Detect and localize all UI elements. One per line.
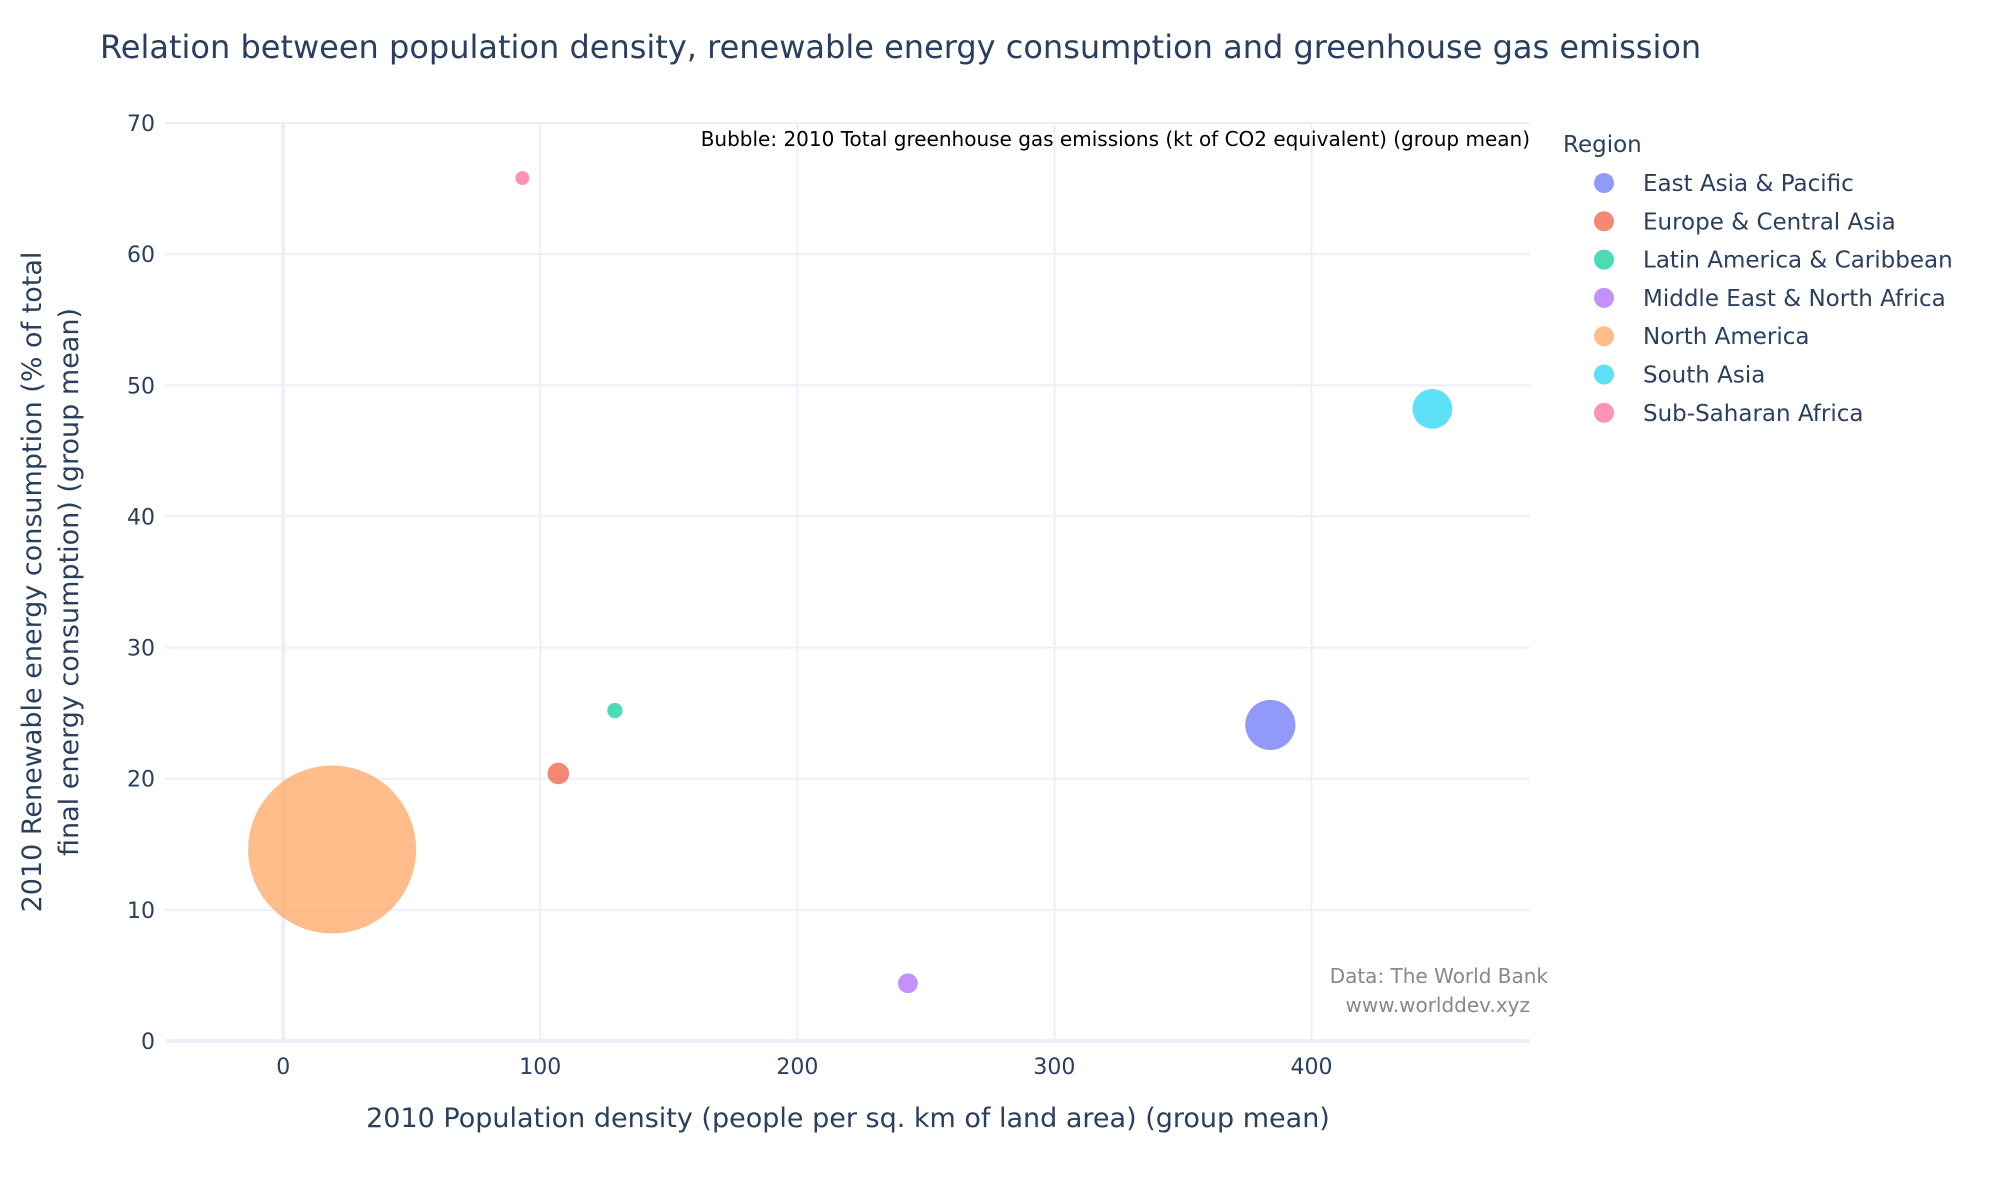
y-tick-label: 30 [127, 637, 155, 662]
tick-labels: 0 10 20 30 40 50 60 70 0 100 200 300 400 [127, 112, 1332, 1080]
legend-marker-sub-saharan-africa[interactable] [1594, 402, 1614, 423]
legend-label-middle-east-and-north-africa[interactable]: Middle East & North Africa [1643, 286, 1946, 312]
bubble-layer [248, 171, 1453, 994]
bubble-latin-america-and-caribbean[interactable] [607, 702, 623, 719]
bubble-east-asia-and-pacific[interactable] [1245, 699, 1296, 751]
legend-label-sub-saharan-africa[interactable]: Sub-Saharan Africa [1643, 401, 1863, 427]
y-tick-label: 20 [127, 768, 155, 793]
bubble-north-america[interactable] [248, 765, 417, 934]
x-tick-label: 300 [1033, 1055, 1075, 1080]
y-tick-label: 60 [127, 243, 155, 268]
legend-marker-north-america[interactable] [1594, 326, 1614, 347]
y-axis-title: 2010 Renewable energy consumption (% of … [17, 252, 85, 913]
x-tick-label: 0 [276, 1055, 290, 1080]
legend-label-europe-and-central-asia[interactable]: Europe & Central Asia [1643, 209, 1896, 235]
bubble-middle-east-and-north-africa[interactable] [898, 973, 918, 994]
legend-marker-east-asia-and-pacific[interactable] [1594, 173, 1614, 193]
legend-marker-south-asia[interactable] [1594, 364, 1614, 385]
grid-lines [165, 122, 1530, 1043]
legend-marker-latin-america-and-caribbean[interactable] [1594, 249, 1614, 270]
y-tick-label: 50 [127, 374, 155, 399]
y-tick-label: 70 [127, 112, 155, 137]
bubble-europe-and-central-asia[interactable] [547, 762, 570, 785]
legend-marker-europe-and-central-asia[interactable] [1594, 211, 1614, 232]
legend-label-east-asia-and-pacific[interactable]: East Asia & Pacific [1643, 171, 1854, 197]
source-url: www.worlddev.xyz [1346, 993, 1530, 1017]
x-axis-title: 2010 Population density (people per sq. … [366, 1103, 1330, 1134]
legend-title: Region [1563, 132, 1642, 158]
y-axis-title-line2: final energy consumption) (group mean) [54, 308, 85, 856]
x-tick-label: 100 [519, 1055, 561, 1080]
y-tick-label: 40 [127, 505, 155, 530]
bubble-sub-saharan-africa[interactable] [515, 171, 530, 186]
source-credit: Data: The World Bank [1330, 964, 1549, 988]
legend-label-south-asia[interactable]: South Asia [1643, 363, 1765, 389]
x-tick-label: 400 [1290, 1055, 1332, 1080]
legend-items: East Asia & Pacific Europe & Central Asia… [1594, 171, 1953, 427]
legend-label-latin-america-and-caribbean[interactable]: Latin America & Caribbean [1643, 248, 1953, 274]
bubble-south-asia[interactable] [1412, 389, 1453, 429]
y-axis-title-line1: 2010 Renewable energy consumption (% of … [17, 252, 48, 913]
legend-marker-middle-east-and-north-africa[interactable] [1594, 287, 1614, 308]
chart-title: Relation between population density, ren… [100, 28, 1701, 66]
y-tick-label: 0 [141, 1030, 155, 1055]
y-tick-label: 10 [127, 899, 155, 924]
legend-label-north-america[interactable]: North America [1643, 324, 1810, 350]
bubble-size-note: Bubble: 2010 Total greenhouse gas emissi… [701, 127, 1530, 151]
x-tick-label: 200 [776, 1055, 818, 1080]
legend: Region East Asia & Pacific Europe & Centr… [1563, 132, 1953, 427]
